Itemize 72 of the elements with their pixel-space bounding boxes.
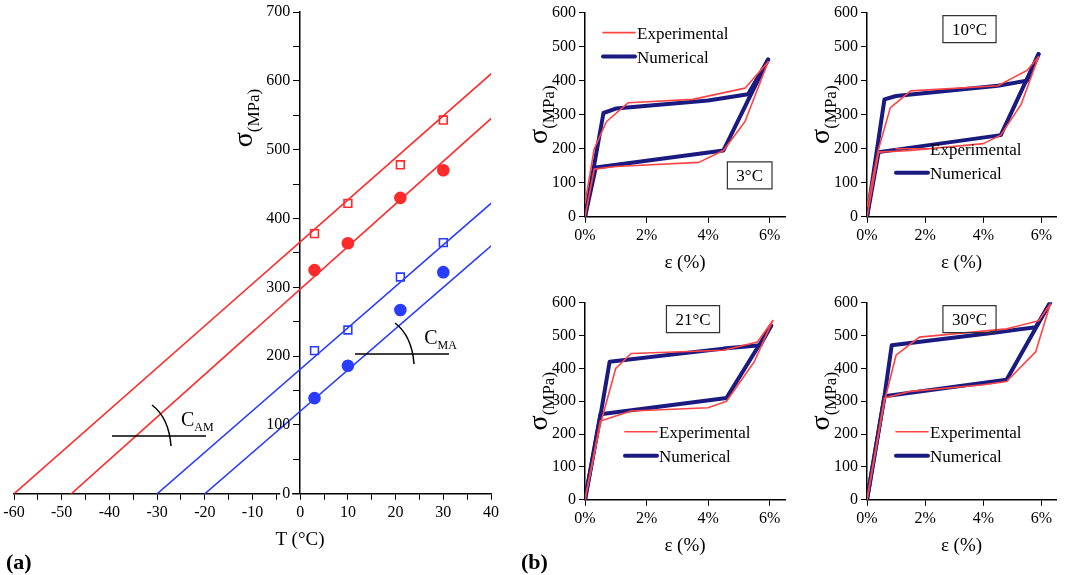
y-tick-label: 500	[266, 139, 291, 157]
x-tick-label: -60	[3, 502, 25, 520]
annotation: 10°C	[951, 19, 988, 39]
y-tick-label: 500	[552, 36, 576, 54]
x-tick-label: 20	[387, 502, 404, 520]
y-tick-label: 200	[834, 138, 858, 156]
x-tick-label: 0	[296, 502, 305, 520]
text: (a)	[6, 549, 32, 574]
x-axis-title: ε (%)	[940, 251, 983, 273]
y-tick-label: 100	[552, 457, 576, 475]
x-tick-label: 0%	[574, 225, 596, 243]
x-axis-title: ε (%)	[664, 251, 706, 273]
annotation: 3°C	[736, 165, 763, 185]
text: (b)	[521, 549, 548, 574]
annotation: 21°C	[675, 309, 711, 329]
y-tick-label: 100	[552, 172, 576, 190]
y-tick-label: 600	[834, 292, 858, 310]
y-tick-label: 500	[552, 325, 576, 343]
x-tick-label: 4%	[972, 508, 994, 526]
x-tick-label: -20	[194, 502, 216, 520]
y-tick-label: 600	[834, 2, 858, 20]
x-tick-label: 2%	[635, 225, 658, 243]
y-tick-label: 100	[834, 172, 858, 190]
x-tick-label: 4%	[972, 225, 994, 243]
x-tick-label: 6%	[758, 508, 781, 526]
x-tick-label: 6%	[1030, 508, 1053, 526]
x-tick-label: -30	[146, 502, 168, 520]
y-tick-label: 500	[834, 325, 858, 343]
y-tick-label: 200	[266, 346, 291, 364]
x-tick-label: 2%	[914, 225, 936, 243]
y-tick-label: 700	[266, 2, 291, 20]
y-tick-label: 0	[850, 207, 858, 224]
x-tick-label: 0%	[574, 508, 596, 526]
y-tick-label: 600	[266, 71, 291, 89]
y-tick-label: 0	[850, 490, 858, 507]
x-tick-label: 4%	[697, 225, 719, 243]
legend-label: Experimental	[659, 422, 751, 442]
legend-label: Numerical	[637, 47, 710, 67]
x-tick-label: -10	[241, 502, 264, 520]
annotation: 30°C	[951, 309, 988, 329]
x-tick-label: 40	[483, 502, 499, 520]
y-tick-label: 600	[552, 292, 576, 310]
x-tick-label: 4%	[697, 508, 719, 526]
x-tick-label: -40	[98, 502, 121, 520]
legend-label: Numerical	[930, 446, 1003, 466]
x-tick-label: 30	[435, 502, 452, 520]
y-axis-title: σ(MPa)	[227, 88, 264, 148]
y-tick-label: 300	[266, 277, 291, 295]
y-tick-label: 0	[568, 490, 576, 507]
y-tick-label: 0	[568, 207, 576, 224]
y-tick-label: 500	[834, 36, 858, 54]
y-tick-label: 100	[834, 457, 858, 475]
x-tick-label: 2%	[914, 508, 936, 526]
x-tick-label: 0%	[856, 508, 878, 526]
y-tick-label: 400	[266, 208, 291, 226]
x-tick-label: 10	[339, 502, 356, 520]
y-tick-label: 600	[552, 2, 576, 20]
x-tick-label: 6%	[758, 225, 781, 243]
y-tick-label: 0	[282, 484, 291, 501]
y-tick-label: 200	[552, 138, 576, 156]
x-tick-label: -50	[51, 502, 73, 520]
legend-label: Experimental	[930, 422, 1022, 442]
x-axis-title: ε (%)	[664, 534, 706, 556]
legend-label: Numerical	[930, 163, 1003, 183]
x-tick-label: 0%	[856, 225, 878, 243]
legend-label: Experimental	[930, 139, 1022, 159]
x-tick-label: 2%	[635, 508, 658, 526]
legend-label: Experimental	[637, 23, 729, 43]
x-axis-title: ε (%)	[940, 534, 983, 556]
x-axis-title: T (°C)	[275, 528, 325, 550]
x-tick-label: 6%	[1030, 225, 1053, 243]
legend-label: Numerical	[659, 446, 732, 466]
